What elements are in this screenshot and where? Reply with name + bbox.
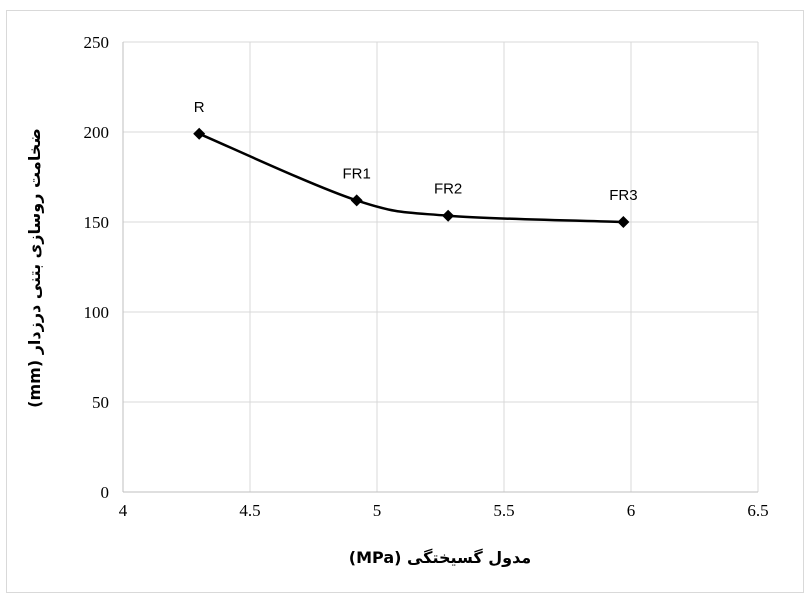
data-point-marker — [193, 127, 206, 140]
y-tick-label: 150 — [84, 213, 110, 232]
data-point-marker — [442, 209, 455, 222]
x-tick-label: 5.5 — [493, 501, 514, 520]
y-tick-label: 0 — [101, 483, 110, 502]
x-tick-label: 4.5 — [239, 501, 260, 520]
data-point-marker — [617, 216, 630, 228]
data-label: FR2 — [434, 181, 462, 198]
gridlines — [123, 41, 759, 492]
x-axis-ticks: 4 4.5 5 5.5 6 6.5 — [119, 501, 769, 520]
x-tick-label: 4 — [119, 501, 128, 520]
y-axis-ticks: 0 50 100 150 200 250 — [84, 33, 110, 502]
x-axis-title: مدول گسیختگی (MPa) — [349, 548, 531, 567]
y-axis-title: ضخامت روسازی بتنی درزدار (mm) — [25, 128, 44, 408]
x-tick-label: 5 — [373, 501, 382, 520]
x-tick-label: 6.5 — [747, 501, 768, 520]
data-points — [193, 127, 630, 228]
data-labels: R FR1 FR2 FR3 — [194, 99, 638, 204]
y-tick-label: 100 — [84, 303, 110, 322]
y-tick-label: 50 — [92, 393, 109, 412]
x-tick-label: 6 — [627, 501, 636, 520]
series-line — [197, 132, 625, 224]
data-label: FR1 — [343, 165, 371, 182]
y-tick-label: 250 — [84, 33, 110, 52]
axes — [122, 42, 758, 493]
data-label: R — [194, 99, 205, 116]
chart-frame — [6, 10, 804, 593]
y-tick-label: 200 — [84, 123, 110, 142]
data-point-marker — [350, 194, 363, 207]
data-label: FR3 — [609, 187, 637, 204]
